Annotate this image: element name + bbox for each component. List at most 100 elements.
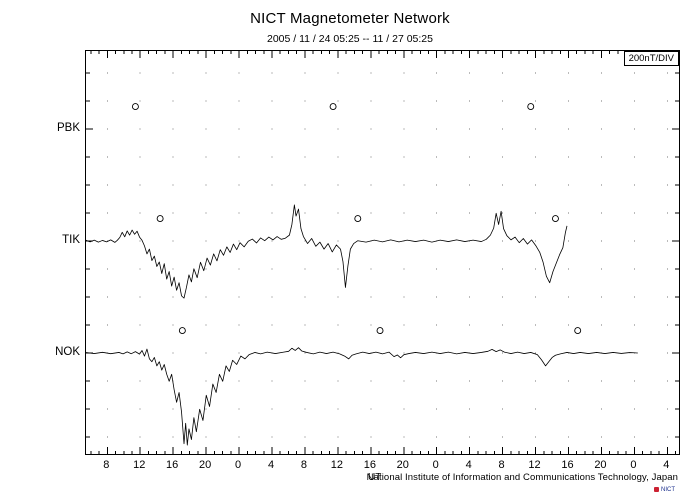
- grid-dot: [370, 72, 372, 74]
- grid-dot: [469, 268, 471, 270]
- grid-dot: [469, 128, 471, 130]
- grid-dot: [205, 156, 207, 158]
- x-tick-label: 20: [198, 459, 212, 471]
- grid-dot: [337, 380, 339, 382]
- grid-dot: [469, 436, 471, 438]
- grid-dot: [403, 408, 405, 410]
- x-tick-label: 8: [103, 459, 110, 471]
- nict-logo-mark: [654, 486, 659, 492]
- grid-dot: [271, 184, 273, 186]
- grid-dot: [535, 380, 537, 382]
- grid-dot: [370, 408, 372, 410]
- grid-dot: [502, 100, 504, 102]
- grid-dot: [600, 408, 602, 410]
- grid-dot: [502, 296, 504, 298]
- grid-dot: [337, 436, 339, 438]
- grid-dot: [568, 156, 569, 158]
- x-tick-label: 16: [363, 459, 376, 471]
- grid-dot: [633, 184, 635, 186]
- grid-dot: [370, 324, 372, 326]
- x-tick-label: 12: [133, 459, 146, 471]
- grid-dot: [600, 128, 602, 130]
- grid-dot: [568, 380, 569, 382]
- grid-dot: [172, 100, 174, 102]
- grid-dot: [271, 296, 273, 298]
- x-tick-label: 8: [498, 459, 505, 471]
- grid-dot: [666, 184, 668, 186]
- grid-dot: [436, 296, 438, 298]
- grid-dot: [535, 212, 537, 214]
- grid-dot: [304, 212, 306, 214]
- grid-dot: [205, 72, 207, 74]
- local-noon-marker: [131, 103, 139, 111]
- grid-dot: [469, 324, 471, 326]
- x-tick-label: 16: [561, 459, 574, 471]
- grid-dot: [666, 408, 668, 410]
- grid-dot: [139, 128, 141, 130]
- grid-dot: [172, 240, 174, 242]
- grid-dot: [502, 436, 504, 438]
- grid-dot: [205, 128, 207, 130]
- grid-dot: [633, 324, 635, 326]
- grid-dot: [370, 380, 372, 382]
- grid-dot: [139, 408, 141, 410]
- local-noon-marker: [574, 327, 582, 335]
- local-noon-marker: [354, 215, 362, 223]
- nict-logo-text: NICT: [661, 487, 675, 493]
- grid-dot: [139, 72, 141, 74]
- grid-dot: [403, 72, 405, 74]
- grid-dot: [436, 324, 438, 326]
- grid-dot: [568, 100, 569, 102]
- grid-dot: [238, 296, 240, 298]
- grid-dot: [403, 184, 405, 186]
- grid-dot: [436, 212, 438, 214]
- grid-dot: [502, 72, 504, 74]
- magnetogram-plot: [86, 51, 679, 454]
- grid-dot: [535, 128, 537, 130]
- grid-dot: [666, 212, 668, 214]
- grid-dot: [172, 408, 174, 410]
- grid-dot: [238, 128, 240, 130]
- grid-dot: [568, 128, 569, 130]
- grid-dot: [666, 72, 668, 74]
- grid-dot: [568, 436, 569, 438]
- grid-dot: [172, 436, 174, 438]
- grid-dot: [172, 352, 174, 354]
- grid-dot: [205, 408, 207, 410]
- grid-dot: [666, 352, 668, 354]
- date-range-subtitle: 2005 / 11 / 24 05:25 -- 11 / 27 05:25: [267, 33, 433, 45]
- grid-dot: [337, 212, 339, 214]
- grid-dot: [535, 100, 537, 102]
- x-tick-label: 0: [234, 459, 242, 471]
- grid-dot: [403, 156, 405, 158]
- grid-dot: [666, 100, 668, 102]
- grid-dot: [568, 268, 569, 270]
- x-tick-label: 8: [300, 459, 307, 471]
- local-noon-marker: [156, 215, 164, 223]
- grid-dot: [337, 408, 339, 410]
- grid-dot: [205, 100, 207, 102]
- grid-dot: [139, 240, 141, 242]
- x-tick-label: 16: [166, 459, 179, 471]
- grid-dot: [370, 128, 372, 130]
- grid-dot: [403, 352, 405, 354]
- grid-dot: [502, 128, 504, 130]
- grid-dot: [568, 240, 569, 242]
- grid-dot: [271, 380, 273, 382]
- grid-dot: [403, 100, 405, 102]
- grid-dot: [403, 324, 405, 326]
- grid-dot: [666, 268, 668, 270]
- grid-dot: [633, 128, 635, 130]
- grid-dot: [304, 128, 306, 130]
- grid-dot: [370, 184, 372, 186]
- grid-dot: [469, 408, 471, 410]
- grid-dot: [205, 380, 207, 382]
- grid-dot: [238, 380, 240, 382]
- grid-dot: [304, 184, 306, 186]
- grid-dot: [106, 296, 108, 298]
- grid-dot: [436, 184, 438, 186]
- grid-dot: [106, 268, 108, 270]
- grid-dot: [271, 324, 273, 326]
- grid-dot: [106, 324, 108, 326]
- grid-dot: [600, 240, 602, 242]
